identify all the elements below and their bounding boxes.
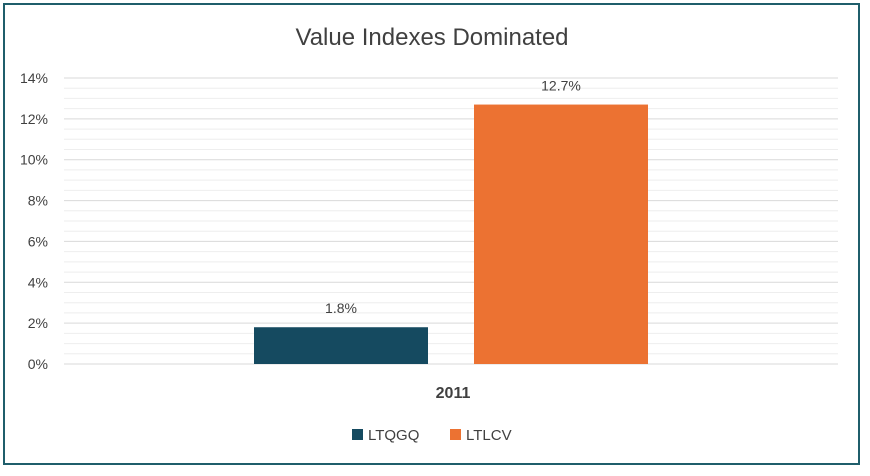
y-tick-label: 8% xyxy=(28,193,48,209)
legend-swatch-ltlcv xyxy=(450,429,461,440)
y-tick-label: 2% xyxy=(28,315,48,331)
y-tick-label: 4% xyxy=(28,274,48,290)
y-tick-label: 14% xyxy=(20,70,48,86)
data-label-ltlcv: 12.7% xyxy=(541,78,581,94)
chart-title: Value Indexes Dominated xyxy=(295,24,568,51)
y-tick-label: 0% xyxy=(28,356,48,372)
bars xyxy=(254,104,648,365)
bar-ltlcv xyxy=(474,104,648,365)
legend-swatch-ltqgq xyxy=(352,429,363,440)
bar-ltqgq xyxy=(254,327,428,364)
y-tick-label: 10% xyxy=(20,152,48,168)
y-tick-label: 12% xyxy=(20,111,48,127)
category-label: 2011 xyxy=(436,385,471,402)
gridlines xyxy=(64,77,838,365)
data-labels: 1.8% 12.7% xyxy=(325,78,581,317)
legend-label-ltqgq: LTQGQ xyxy=(368,427,419,444)
data-label-ltqgq: 1.8% xyxy=(325,300,357,316)
y-tick-label: 6% xyxy=(28,233,48,249)
y-axis-ticks: 0% 2% 4% 6% 8% 10% 12% 14% xyxy=(20,70,48,372)
legend-label-ltlcv: LTLCV xyxy=(466,427,512,444)
chart-frame xyxy=(3,3,860,465)
legend: LTQGQ LTLCV xyxy=(352,427,512,444)
